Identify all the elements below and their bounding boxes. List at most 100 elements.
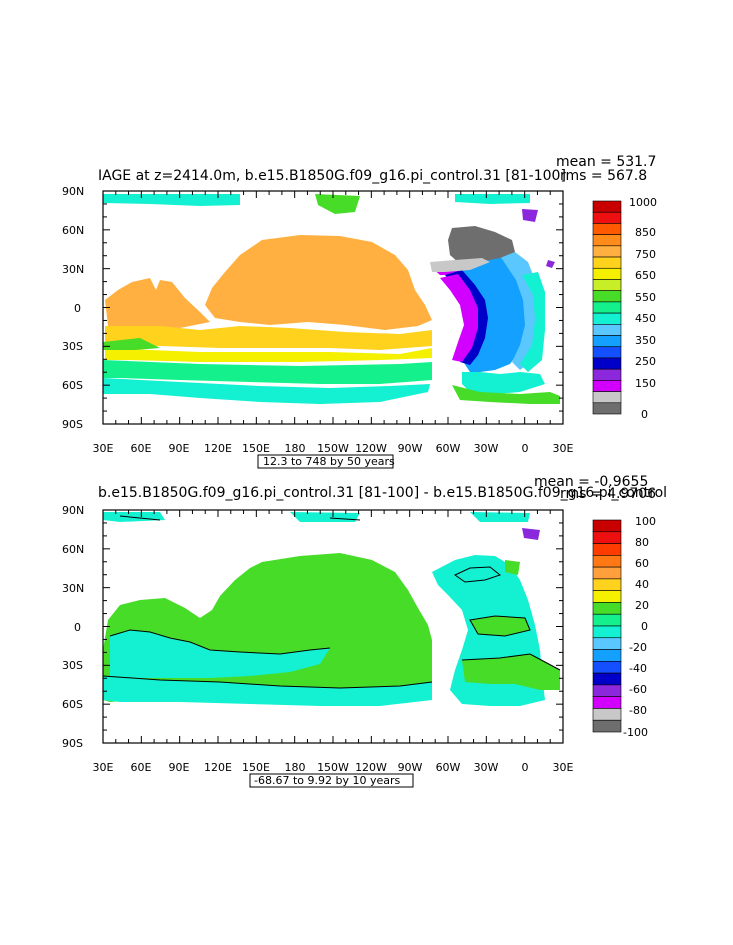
legend-swatch <box>592 531 622 544</box>
legend-swatch <box>592 719 622 733</box>
panel-2-title: b.e15.B1850G.f09_g16.pi_control.31 [81-1… <box>98 485 667 501</box>
svg-text:150W: 150W <box>317 442 349 455</box>
legend-swatch <box>592 555 622 568</box>
panel-2-range-text: -68.67 to 9.92 by 10 years <box>254 774 401 787</box>
panel-1-lon-labels: 30E 60E 90E 120E 150E 180 150W 120W 90W … <box>93 442 574 455</box>
legend-swatch <box>592 335 622 348</box>
svg-text:90E: 90E <box>169 442 190 455</box>
legend-swatch <box>592 625 622 639</box>
svg-text:120E: 120E <box>204 442 232 455</box>
legend-swatch <box>592 324 622 336</box>
panel-2-contours <box>102 515 561 689</box>
legend-swatch <box>592 200 622 213</box>
legend-swatch <box>592 519 622 533</box>
legend-swatch <box>592 256 622 269</box>
panel-2-lat-labels: 90N 60N 30N 0 30S 60S 90S <box>62 504 84 750</box>
svg-text:0: 0 <box>522 761 529 774</box>
svg-text:250: 250 <box>635 355 656 368</box>
panel-1-range-box <box>257 454 394 469</box>
legend-swatch <box>592 391 622 404</box>
svg-text:30N: 30N <box>62 582 84 595</box>
svg-text:30S: 30S <box>62 659 83 672</box>
panel-2-legend <box>592 519 622 733</box>
legend-swatch <box>592 223 622 235</box>
legend-swatch <box>592 590 622 603</box>
legend-swatch <box>592 402 622 415</box>
legend-swatch <box>592 211 622 224</box>
panel-1-rms: rms = 567.8 <box>560 168 647 184</box>
svg-text:90W: 90W <box>398 761 423 774</box>
svg-text:20: 20 <box>635 599 649 612</box>
svg-text:90S: 90S <box>62 737 83 750</box>
svg-text:90N: 90N <box>62 504 84 517</box>
svg-text:100: 100 <box>635 515 656 528</box>
legend-swatch <box>592 649 622 662</box>
legend-swatch <box>592 267 622 280</box>
legend-swatch <box>592 312 622 325</box>
svg-text:850: 850 <box>635 226 656 239</box>
svg-text:180: 180 <box>285 442 306 455</box>
legend-swatch <box>592 245 622 258</box>
legend-swatch <box>592 661 622 674</box>
svg-text:30S: 30S <box>62 340 83 353</box>
svg-text:150: 150 <box>635 377 656 390</box>
panel-2: b.e15.B1850G.f09_g16.pi_control.31 [81-1… <box>62 474 667 788</box>
legend-swatch <box>592 346 622 359</box>
legend-swatch <box>592 301 622 314</box>
svg-text:0: 0 <box>74 621 81 634</box>
svg-text:90N: 90N <box>62 185 84 198</box>
svg-text:30N: 30N <box>62 263 84 276</box>
svg-text:150E: 150E <box>242 442 270 455</box>
svg-text:150E: 150E <box>242 761 270 774</box>
panel-1-legend <box>592 200 622 415</box>
legend-swatch <box>592 543 622 556</box>
panel-2-rms: rms = 4.9706 <box>560 486 656 502</box>
svg-text:-40: -40 <box>629 662 647 675</box>
svg-text:80: 80 <box>635 536 649 549</box>
svg-text:180: 180 <box>285 761 306 774</box>
svg-text:60E: 60E <box>131 442 152 455</box>
svg-text:1000: 1000 <box>629 196 657 209</box>
svg-text:0: 0 <box>641 408 648 421</box>
svg-text:450: 450 <box>635 312 656 325</box>
svg-text:90E: 90E <box>169 761 190 774</box>
svg-text:30W: 30W <box>474 442 499 455</box>
legend-swatch <box>592 578 622 591</box>
svg-text:60E: 60E <box>131 761 152 774</box>
svg-text:350: 350 <box>635 334 656 347</box>
svg-text:0: 0 <box>74 302 81 315</box>
svg-text:0: 0 <box>641 620 648 633</box>
panel-1-title: IAGE at z=2414.0m, b.e15.B1850G.f09_g16.… <box>98 168 566 184</box>
legend-swatch <box>592 708 622 721</box>
panel-1-lat-labels: 90N 60N 30N 0 30S 60S 90S <box>62 185 84 431</box>
svg-text:550: 550 <box>635 291 656 304</box>
svg-text:-100: -100 <box>623 726 648 739</box>
panel-1-map <box>103 194 560 404</box>
panel-2-legend-labels: 100 80 60 40 20 0 -20 -40 -60 -80 -100 <box>623 515 656 739</box>
legend-swatch <box>592 290 622 303</box>
svg-text:150W: 150W <box>317 761 349 774</box>
svg-text:60W: 60W <box>436 761 461 774</box>
legend-swatch <box>592 672 622 686</box>
panel-2-mean: mean = -0.9655 <box>534 474 648 490</box>
panel-1: IAGE at z=2414.0m, b.e15.B1850G.f09_g16.… <box>62 154 657 469</box>
svg-text:60: 60 <box>635 557 649 570</box>
legend-swatch <box>592 279 622 291</box>
svg-text:120W: 120W <box>355 761 387 774</box>
panel-2-map <box>103 512 560 706</box>
svg-text:0: 0 <box>522 442 529 455</box>
svg-text:60W: 60W <box>436 442 461 455</box>
legend-swatch <box>592 566 622 580</box>
legend-swatch <box>592 613 622 627</box>
legend-swatch <box>592 602 622 615</box>
svg-text:-80: -80 <box>629 704 647 717</box>
panel-2-range-box <box>249 773 414 788</box>
axis-ticks <box>102 190 564 744</box>
legend-swatch <box>592 234 622 247</box>
svg-text:750: 750 <box>635 248 656 261</box>
svg-text:90S: 90S <box>62 418 83 431</box>
legend-swatch <box>592 380 622 392</box>
panel-1-legend-labels: 1000 850 750 650 550 450 350 250 150 0 <box>629 196 657 421</box>
svg-text:-20: -20 <box>629 641 647 654</box>
